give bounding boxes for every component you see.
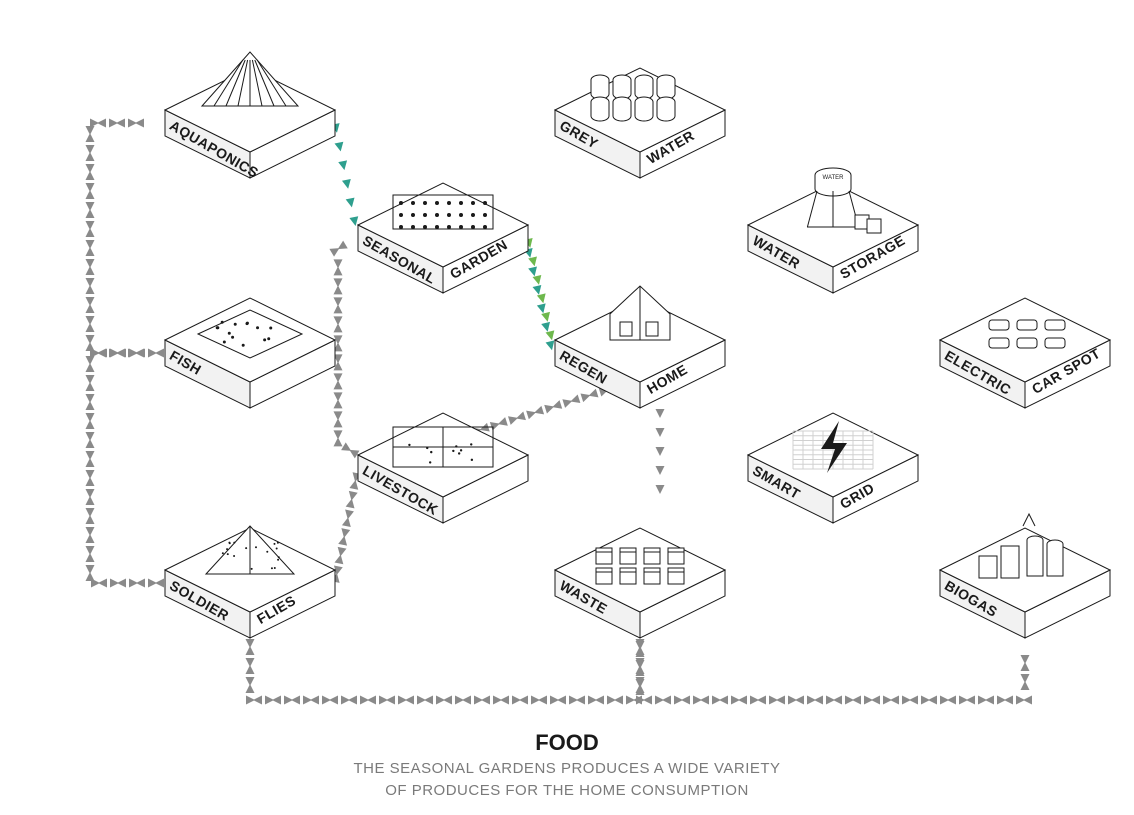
node-fish [165,298,335,408]
node-aquaponics [165,52,335,178]
node-water_storage: WATER [748,168,918,293]
node-grey_water [555,68,725,178]
svg-text:WATER: WATER [823,175,845,181]
footer-subtitle-2: OF PRODUCES FOR THE HOME CONSUMPTION [0,782,1134,799]
footer-title: FOOD [0,730,1134,756]
node-soldier_flies [165,526,335,638]
node-livestock [358,413,528,523]
node-regen_home [555,286,725,408]
node-waste [555,528,725,638]
footer-subtitle-1: THE SEASONAL GARDENS PRODUCES A WIDE VAR… [0,760,1134,777]
node-smart_grid [748,413,918,523]
node-biogas [940,514,1110,638]
